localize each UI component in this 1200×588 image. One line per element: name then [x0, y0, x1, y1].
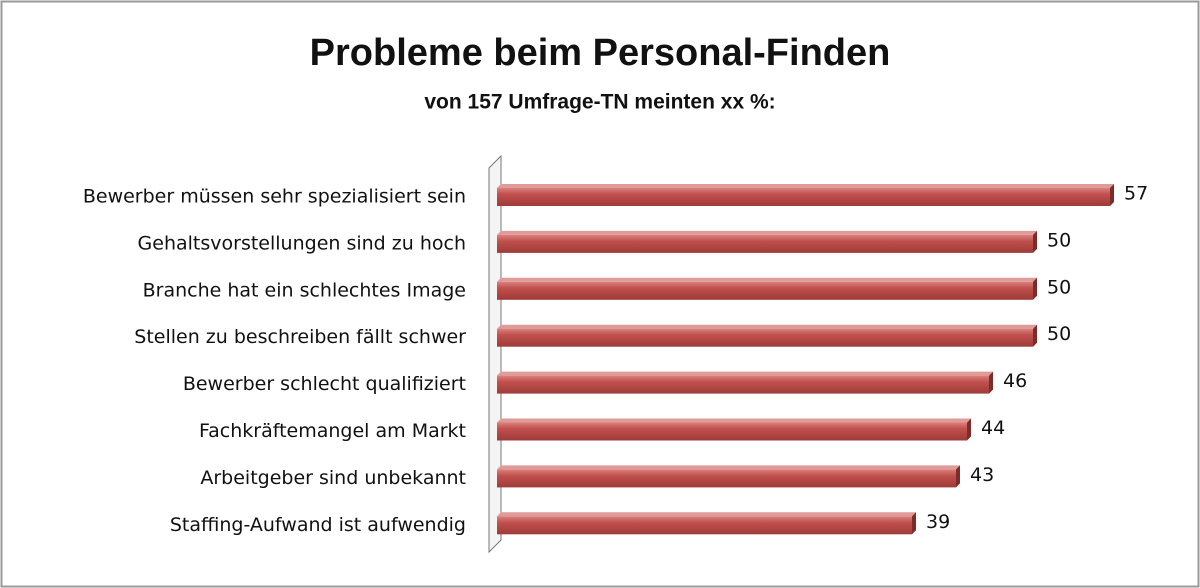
bar-end [989, 371, 993, 394]
bar-end [1033, 324, 1037, 347]
value-label: 57 [1124, 183, 1148, 205]
bar-front [497, 234, 1033, 253]
y-tick-label: Stellen zu beschreiben fällt schwer [134, 326, 466, 348]
value-label: 50 [1047, 229, 1071, 251]
bar-end [1033, 277, 1037, 300]
y-tick-label: Fachkräftemangel am Markt [199, 420, 466, 442]
bar-top [497, 418, 971, 423]
bar-front [497, 422, 967, 441]
bar [497, 184, 1114, 206]
chart-title: Probleme beim Personal-Finden [310, 32, 891, 74]
bar [497, 512, 916, 535]
y-tick-label: Branche hat ein schlechtes Image [143, 279, 466, 301]
y-tick-label: Arbeitgeber sind unbekannt [200, 467, 466, 489]
bar-front [497, 281, 1033, 300]
value-label: 39 [926, 511, 950, 533]
y-tick-label: Bewerber schlecht qualifiziert [183, 373, 466, 395]
bar-top [497, 277, 1037, 282]
value-label: 50 [1047, 276, 1071, 298]
bar-front [497, 188, 1110, 206]
bar-top [497, 184, 1114, 188]
chart-subtitle: von 157 Umfrage-TN meinten xx %: [424, 91, 775, 114]
y-tick-label: Gehaltsvorstellungen sind zu hoch [138, 232, 466, 254]
bar-top [497, 324, 1037, 329]
bar-front [497, 328, 1033, 347]
bar [497, 465, 960, 488]
bar [497, 418, 971, 441]
value-label: 46 [1003, 370, 1027, 392]
y-tick-label: Bewerber müssen sehr spezialisiert sein [83, 186, 466, 208]
value-label: 50 [1047, 323, 1071, 345]
bar [497, 277, 1037, 300]
bar-end [956, 465, 960, 488]
bar-end [1110, 184, 1114, 206]
bar [497, 324, 1037, 347]
bar-front [497, 469, 956, 488]
bar [497, 371, 993, 394]
bar-top [497, 371, 993, 376]
y-tick-label: Staffing-Aufwand ist aufwendig [170, 514, 466, 536]
bar-end [912, 512, 916, 535]
axis-wall [488, 154, 502, 554]
bar-front [497, 516, 912, 535]
bar-top [497, 230, 1037, 235]
bar-top [497, 465, 960, 470]
bar-top [497, 512, 916, 517]
value-label: 44 [981, 417, 1005, 439]
value-label: 43 [970, 464, 994, 486]
bar-end [1033, 230, 1037, 253]
bar [497, 230, 1037, 253]
bar-front [497, 375, 989, 394]
bar-end [967, 418, 971, 441]
